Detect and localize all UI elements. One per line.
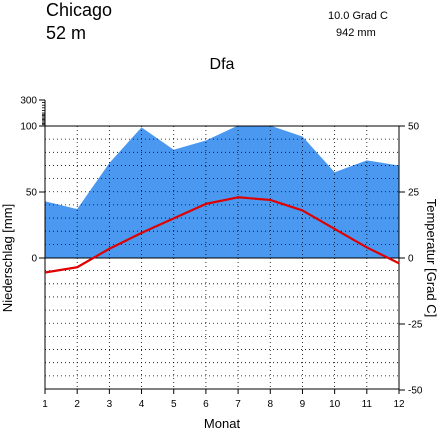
right-tick-label: 50 bbox=[408, 122, 420, 133]
station-name: Chicago bbox=[46, 0, 112, 20]
left-tick-label: 300 bbox=[20, 96, 37, 107]
right-axis-label: Temperatur [Grad C] bbox=[424, 199, 439, 318]
right-tick-label: 0 bbox=[408, 254, 414, 265]
right-tick-label: 25 bbox=[408, 188, 420, 199]
x-tick-label: 5 bbox=[171, 399, 177, 410]
right-tick-label: -25 bbox=[408, 320, 423, 331]
left-tick-label: 100 bbox=[20, 122, 37, 133]
right-tick-label: -50 bbox=[408, 386, 423, 397]
left-tick-label: 50 bbox=[26, 188, 38, 199]
x-tick-label: 12 bbox=[393, 399, 405, 410]
x-tick-label: 3 bbox=[107, 399, 113, 410]
x-tick-label: 4 bbox=[139, 399, 145, 410]
annual-precipitation: 942 mm bbox=[336, 27, 376, 39]
x-tick-label: 9 bbox=[300, 399, 306, 410]
station-elevation: 52 m bbox=[46, 23, 86, 43]
x-axis-label: Monat bbox=[204, 416, 241, 430]
temperature-line bbox=[44, 196, 400, 274]
x-tick-label: 1 bbox=[42, 399, 48, 410]
x-tick-label: 8 bbox=[267, 399, 273, 410]
x-tick-label: 6 bbox=[203, 399, 209, 410]
left-tick-label: 0 bbox=[31, 254, 37, 265]
x-tick-label: 7 bbox=[235, 399, 241, 410]
x-tick-label: 11 bbox=[362, 399, 373, 410]
left-axis-label: Niederschlag [mm] bbox=[0, 204, 15, 312]
x-tick-label: 10 bbox=[329, 399, 341, 410]
x-tick-label: 2 bbox=[74, 399, 80, 410]
chart-title: Dfa bbox=[210, 56, 235, 73]
mean-temperature: 10.0 Grad C bbox=[328, 10, 388, 22]
